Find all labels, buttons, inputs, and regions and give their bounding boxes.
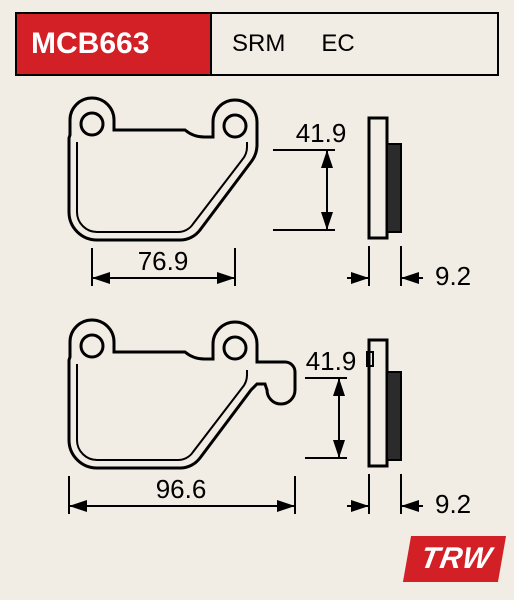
logo-text: TRW: [418, 542, 495, 575]
bottom-width-dim: 96.6: [69, 474, 295, 514]
bottom-thickness-dim: 9.2: [347, 474, 471, 519]
bottom-pad-front: [69, 320, 295, 468]
part-number: MCB663: [31, 27, 149, 61]
top-pad-side: [369, 118, 401, 238]
code-ec: EC: [321, 30, 354, 58]
top-width-dim: 76.9: [92, 246, 235, 286]
bottom-height-dim: 41.9: [305, 346, 356, 458]
header-bar: MCB663 SRM EC: [15, 12, 499, 76]
top-height-label: 41.9: [296, 118, 347, 148]
top-pad-front: [69, 98, 257, 240]
bottom-width-label: 96.6: [156, 474, 207, 504]
bottom-thickness-label: 9.2: [435, 489, 471, 519]
code-srm: SRM: [232, 30, 285, 58]
top-thickness-dim: 9.2: [347, 246, 471, 291]
bottom-pad-side: [367, 340, 401, 466]
trw-logo: TRW: [403, 536, 506, 582]
top-width-label: 76.9: [138, 246, 189, 276]
technical-drawing: 76.9 41.9 9.2 96.6 41.9: [15, 90, 499, 585]
top-height-dim: 41.9: [273, 118, 346, 230]
top-thickness-label: 9.2: [435, 261, 471, 291]
part-number-box: MCB663: [17, 14, 212, 74]
bottom-height-label: 41.9: [306, 346, 357, 376]
diagram-area: 76.9 41.9 9.2 96.6 41.9: [15, 90, 499, 585]
codes-box: SRM EC: [212, 14, 497, 74]
